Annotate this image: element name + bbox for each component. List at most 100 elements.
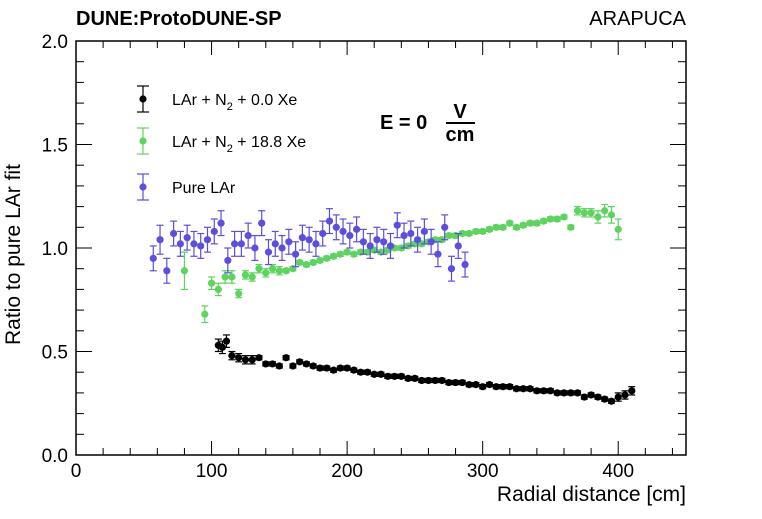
data-point bbox=[210, 227, 218, 236]
y-tick-label: 0.0 bbox=[42, 446, 68, 467]
legend-entry-0: LAr + N2 + 0.0 Xe bbox=[137, 85, 297, 113]
data-point bbox=[587, 209, 595, 217]
data-point bbox=[353, 225, 361, 233]
x-axis-title: Radial distance [cm] bbox=[497, 483, 686, 506]
data-point bbox=[479, 227, 487, 236]
data-point bbox=[614, 225, 622, 233]
field-annotation-prefix: E = 0 bbox=[380, 112, 427, 134]
data-point bbox=[305, 236, 313, 244]
data-point bbox=[546, 215, 555, 223]
data-point bbox=[197, 242, 205, 250]
data-point bbox=[325, 217, 334, 225]
data-point bbox=[275, 267, 283, 275]
series-1 bbox=[180, 203, 622, 324]
data-point bbox=[451, 378, 460, 387]
data-point bbox=[438, 376, 446, 385]
data-point bbox=[221, 273, 229, 281]
data-series bbox=[149, 203, 636, 405]
data-point bbox=[336, 250, 344, 258]
data-point bbox=[292, 250, 300, 258]
data-point bbox=[163, 267, 171, 275]
data-point bbox=[373, 236, 381, 244]
data-point bbox=[370, 370, 378, 378]
x-tick-label: 0 bbox=[71, 461, 82, 482]
data-point bbox=[492, 383, 500, 391]
data-point bbox=[397, 372, 405, 380]
data-point bbox=[533, 387, 541, 395]
data-point bbox=[258, 219, 266, 227]
x-tick-label: 400 bbox=[602, 461, 634, 482]
data-point bbox=[454, 242, 462, 250]
data-point bbox=[329, 366, 338, 374]
data-point bbox=[479, 383, 487, 391]
data-point bbox=[607, 211, 616, 219]
data-point bbox=[268, 265, 277, 273]
data-point bbox=[601, 395, 609, 403]
legend-entry-1: LAr + N2 + 18.8 Xe bbox=[137, 127, 306, 155]
data-point bbox=[237, 240, 245, 248]
data-point bbox=[553, 215, 561, 223]
series-0 bbox=[214, 334, 636, 405]
data-point bbox=[248, 356, 256, 364]
data-point bbox=[214, 285, 222, 293]
data-point bbox=[170, 229, 178, 238]
data-point bbox=[156, 236, 164, 244]
data-point bbox=[218, 343, 226, 351]
x-tick-label: 100 bbox=[196, 461, 228, 482]
data-point bbox=[499, 383, 507, 391]
data-point bbox=[461, 260, 469, 269]
data-point bbox=[560, 389, 568, 397]
data-point bbox=[278, 244, 286, 252]
data-point bbox=[180, 267, 189, 275]
data-point bbox=[424, 376, 433, 385]
data-point bbox=[445, 231, 453, 240]
y-tick-label: 1.0 bbox=[42, 239, 68, 260]
data-point bbox=[343, 248, 351, 256]
data-point bbox=[346, 231, 354, 240]
data-point bbox=[302, 260, 311, 269]
data-point bbox=[499, 223, 507, 231]
field-annotation-denominator: cm bbox=[446, 124, 475, 146]
axis-ticks: 0 100 200 300 400 0.0 0.5 1.0 1.5 2.0 bbox=[42, 32, 686, 482]
data-point bbox=[390, 372, 399, 380]
data-point bbox=[296, 358, 304, 366]
data-point bbox=[485, 381, 494, 389]
series-2 bbox=[149, 208, 469, 284]
data-point bbox=[594, 213, 602, 221]
data-point bbox=[540, 217, 548, 225]
data-point bbox=[411, 374, 419, 383]
data-point bbox=[380, 238, 388, 246]
data-point bbox=[407, 229, 415, 238]
data-point bbox=[268, 360, 277, 368]
data-point bbox=[472, 227, 480, 236]
data-point bbox=[262, 269, 270, 277]
data-point bbox=[553, 389, 561, 397]
data-point bbox=[329, 252, 338, 260]
data-point bbox=[506, 383, 514, 391]
data-point bbox=[183, 234, 191, 242]
data-point bbox=[366, 242, 374, 250]
data-point bbox=[363, 368, 372, 376]
data-point bbox=[312, 240, 320, 248]
data-point bbox=[601, 207, 609, 215]
data-point bbox=[255, 354, 263, 362]
data-point bbox=[339, 227, 347, 236]
data-point bbox=[228, 352, 236, 360]
data-point bbox=[255, 265, 263, 273]
legend-marker bbox=[139, 137, 147, 145]
legend-marker bbox=[139, 183, 147, 191]
data-point bbox=[533, 219, 541, 227]
data-point bbox=[472, 381, 480, 389]
data-point bbox=[359, 238, 367, 246]
data-point bbox=[309, 258, 317, 267]
data-point bbox=[203, 236, 212, 244]
data-point bbox=[244, 231, 252, 240]
data-point bbox=[519, 221, 527, 229]
data-point bbox=[434, 250, 442, 258]
data-point bbox=[580, 393, 588, 401]
data-point bbox=[271, 240, 279, 248]
data-point bbox=[628, 387, 636, 395]
data-point bbox=[207, 279, 216, 287]
data-point bbox=[594, 393, 602, 401]
data-point bbox=[228, 273, 236, 281]
